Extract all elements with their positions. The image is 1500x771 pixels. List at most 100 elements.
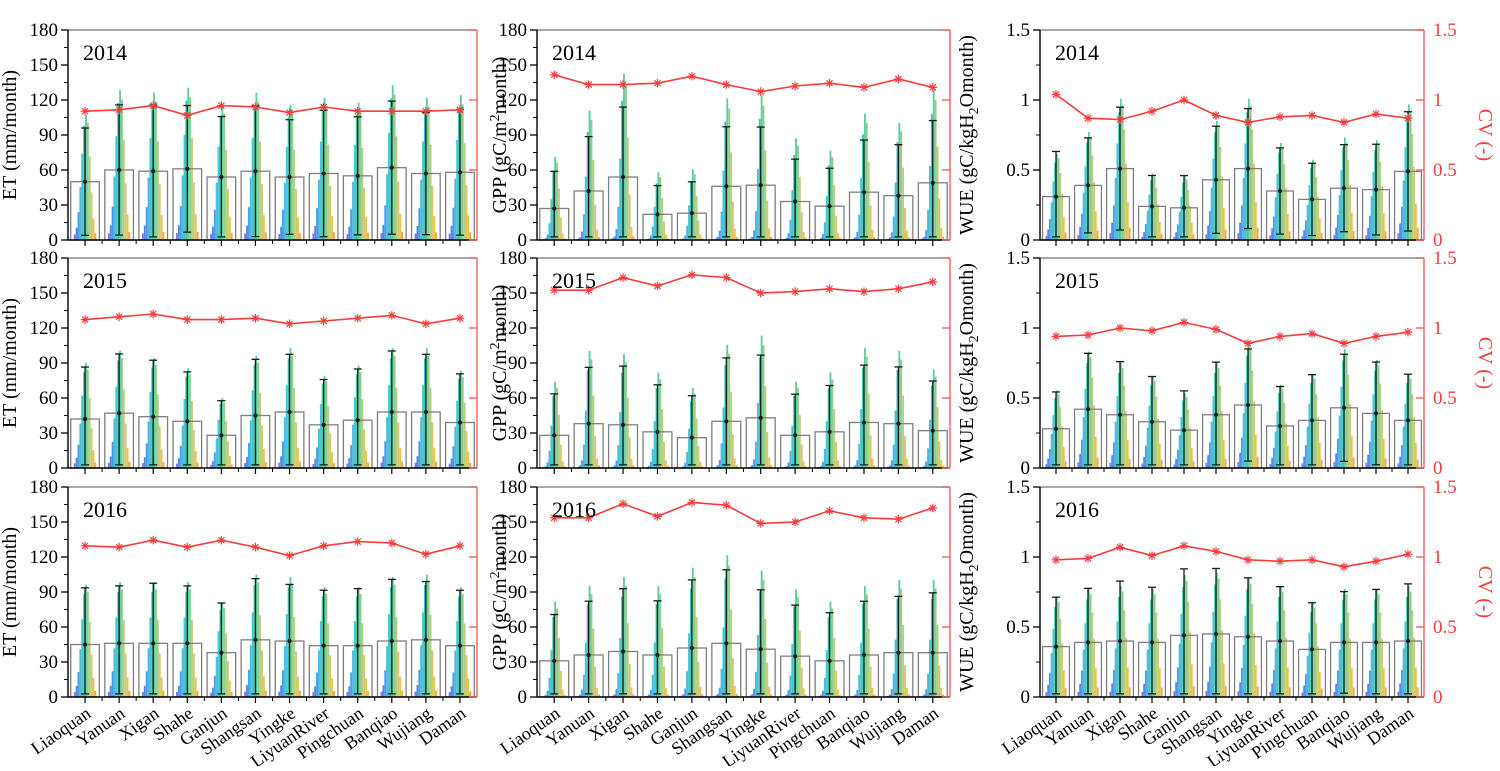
panel-GPP-2015: 0 30 60 90 120 150 180 2015 GPP (gC/m2month) (488, 248, 951, 479)
cv-star-marker (894, 284, 903, 294)
cv-star-marker (1403, 113, 1413, 123)
y-tick-label: 180 (499, 477, 528, 498)
cv-star-marker (790, 517, 800, 527)
cv-star-marker (1275, 112, 1285, 122)
site-axis-labels: LiaoquanYanuanXiganShaheGanjunShangsanYi… (496, 703, 942, 771)
mean-bars (70, 411, 475, 469)
cv-line (1051, 318, 1413, 348)
cv-star-marker (1051, 90, 1061, 99)
panel-WUE-2014: 0 0.5 1 1.5 0 0.5 1 1.5 2014 WUE (gC/kgH2Omonth) C… (956, 20, 1496, 251)
y-tick-label: 90 (39, 582, 58, 603)
y-axis-title-WUE: WUE (gC/kgH2Omonth) (956, 35, 982, 235)
mean-bars (1041, 167, 1423, 241)
cv-star-marker (387, 311, 397, 320)
y-tick-label: 180 (30, 248, 59, 269)
y-tick-label: 30 (39, 195, 58, 216)
cv-line (80, 535, 465, 560)
left-axis: 0 0.5 1 1.5 (1006, 248, 1040, 479)
y-tick-label: 150 (30, 512, 59, 533)
cv-star-marker (285, 319, 294, 329)
y-axis-title-GPP: GPP (gC/m2month) (488, 514, 511, 671)
left-axis: 0 30 60 90 120 150 180 (499, 20, 537, 251)
cv-star-marker (1179, 541, 1189, 551)
left-axis: 0 0.5 1 1.5 (1006, 20, 1040, 251)
y-tick-label: 120 (30, 90, 59, 111)
x-axis-ticks (1055, 697, 1409, 703)
cv-star-marker (653, 78, 662, 88)
year-label: 2014 (552, 40, 596, 65)
cv-star-marker (1179, 95, 1189, 105)
cv-star-marker (687, 498, 697, 507)
cv-star-marker (1307, 555, 1317, 565)
cv-star-marker (721, 273, 731, 282)
y-tick-label: 30 (508, 652, 527, 673)
x-axis-ticks (553, 697, 934, 703)
cv-tick-label: 0 (1433, 230, 1443, 251)
panel-frame (536, 29, 951, 241)
cv-star-marker (80, 106, 90, 116)
cv-star-marker (1083, 113, 1093, 123)
cv-star-marker (217, 101, 226, 110)
cv-line (549, 70, 938, 96)
cv-tick-label: 1.5 (1433, 477, 1457, 498)
y-tick-label: 30 (508, 423, 527, 444)
cv-star-marker (1179, 318, 1189, 327)
mean-bars (539, 642, 948, 698)
cv-star-marker (721, 500, 731, 510)
cv-star-marker (1211, 325, 1221, 334)
cv-star-marker (1115, 323, 1125, 333)
cv-star-marker (1147, 326, 1157, 336)
y-tick-label: 90 (39, 353, 58, 374)
cv-star-marker (1371, 109, 1381, 119)
cv-star-marker (1403, 327, 1413, 337)
y-axis-title-ET: ET (mm/month) (0, 527, 21, 657)
cv-star-marker (148, 101, 158, 110)
y-tick-label: 60 (39, 617, 58, 638)
y-tick-label: 120 (499, 547, 528, 568)
cv-axis (942, 29, 950, 241)
cv-tick-label: 1 (1433, 547, 1443, 568)
y-tick-label: 90 (508, 582, 527, 603)
y-axis-title-WUE: WUE (gC/kgH2Omonth) (956, 263, 982, 463)
error-bars (550, 106, 937, 238)
site-axis-labels: LiaoquanYanuanXiganShaheGanjunShangsanYi… (27, 703, 469, 771)
cv-star-marker (859, 287, 869, 296)
cv-star-marker (421, 106, 431, 116)
year-label: 2015 (1055, 268, 1099, 293)
cv-star-marker (721, 80, 731, 89)
y-tick-label: 0 (1021, 687, 1031, 708)
cv-star-marker (182, 315, 192, 324)
cv-star-marker (1339, 562, 1349, 572)
cv-star-marker (1147, 551, 1157, 560)
y-tick-label: 150 (30, 55, 59, 76)
error-bars (81, 578, 464, 695)
cv-star-marker (618, 273, 628, 282)
y-tick-label: 0.5 (1006, 388, 1030, 409)
cv-star-marker (148, 535, 158, 545)
cv-star-marker (756, 87, 766, 96)
panel-GPP-2016: 0 30 60 90 120 150 180 2016 GPP (gC/m2month) Liao… (488, 477, 951, 771)
cv-star-marker (1211, 547, 1221, 556)
cv-star-marker (148, 309, 158, 319)
cv-star-marker (1083, 554, 1093, 563)
cv-star-marker (1339, 339, 1349, 348)
y-tick-label: 180 (499, 20, 528, 41)
cv-star-marker (790, 287, 800, 296)
cv-star-marker (251, 313, 260, 323)
cv-line (80, 101, 465, 120)
monthly-bars (542, 73, 945, 241)
cv-star-marker (182, 111, 192, 120)
cv-star-marker (756, 288, 766, 298)
cv-star-marker (894, 514, 903, 524)
x-axis-ticks (1055, 240, 1409, 246)
cv-star-marker (455, 541, 465, 551)
cv-star-marker (353, 537, 363, 546)
cv-star-marker (387, 106, 397, 116)
cv-axis (469, 257, 477, 469)
monthly-bars (1045, 343, 1419, 468)
cv-star-marker (1307, 329, 1317, 338)
y-tick-label: 60 (39, 160, 58, 181)
left-axis: 0 0.5 1 1.5 (1006, 477, 1040, 708)
y-tick-label: 0.5 (1006, 160, 1030, 181)
y-tick-label: 60 (508, 160, 527, 181)
